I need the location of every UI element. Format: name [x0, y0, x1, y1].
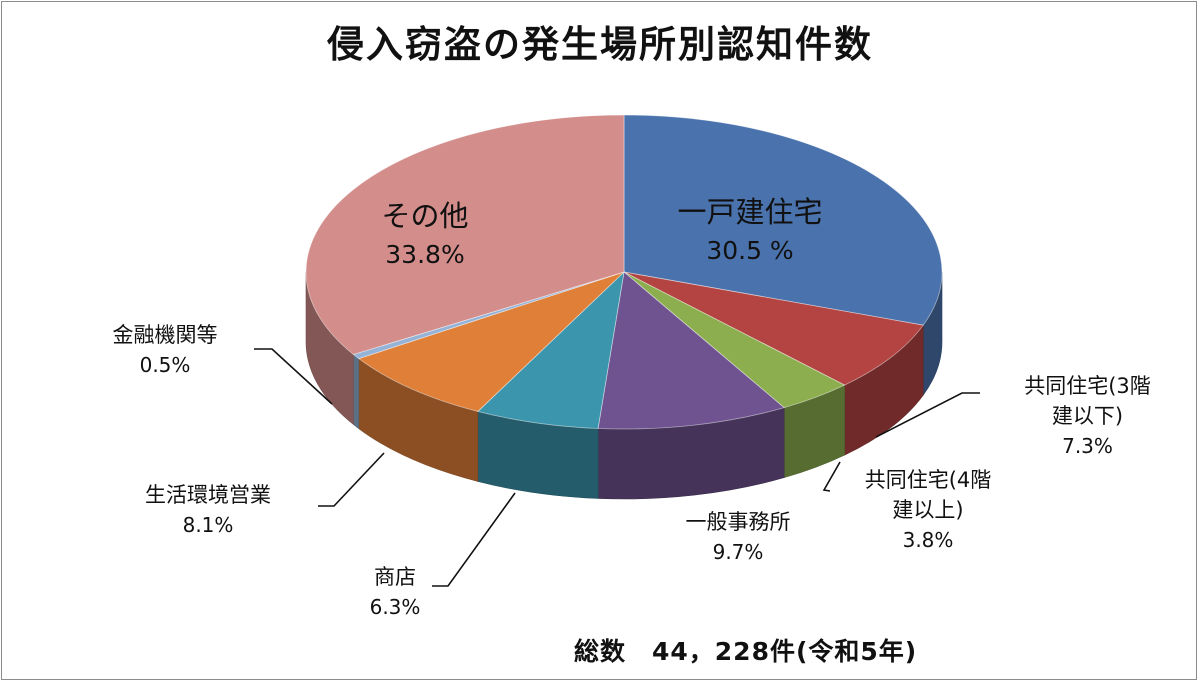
label-sonota: その他 33.8%: [350, 196, 500, 272]
label-sonota-name: その他: [381, 199, 469, 233]
label-apartment-low: 共同住宅(3階 建以下) 7.3%: [980, 372, 1195, 460]
label-detached-house-value: 30.5 %: [706, 235, 794, 265]
label-sonota-value: 33.8%: [385, 239, 465, 269]
label-office-name: 一般事務所: [685, 510, 791, 534]
label-apartment-low-line2: 建以下): [1051, 403, 1124, 428]
label-apartment-low-line1: 共同住宅(3階: [1024, 374, 1151, 398]
leader-lines: [254, 348, 980, 587]
label-shop-value: 6.3%: [369, 594, 421, 619]
label-office: 一般事務所 9.7%: [638, 508, 838, 566]
leader-financial: [254, 348, 333, 405]
label-apartment-high-line2: 建以上): [892, 497, 964, 522]
slice-4-top: [477, 270, 625, 429]
label-detached-house: 一戸建住宅 30.5 %: [640, 192, 860, 268]
leader-apartment-high: [822, 461, 841, 492]
label-financial-name: 金融機関等: [112, 323, 218, 347]
label-apartment-high: 共同住宅(4階 建以上) 3.8%: [818, 466, 1038, 554]
pie-side-walls: [305, 271, 943, 500]
slice-0-top: [623, 114, 943, 326]
label-shop-name: 商店: [374, 565, 416, 589]
slice-7-top: [305, 114, 625, 355]
label-detached-house-name: 一戸建住宅: [677, 195, 823, 229]
slice-1-top: [623, 271, 924, 386]
leader-living-business: [318, 452, 385, 507]
slice-3-top: [597, 271, 785, 430]
label-living-business-name: 生活環境営業: [145, 483, 271, 507]
label-living-business: 生活環境営業 8.1%: [108, 481, 308, 539]
slice-6-side: [353, 353, 360, 430]
label-financial-value: 0.5%: [139, 352, 191, 377]
total-count-note: 総数 44，228件(令和5年): [574, 637, 918, 666]
label-financial: 金融機関等 0.5%: [80, 321, 250, 379]
label-shop: 商店 6.3%: [340, 563, 450, 621]
label-living-business-value: 8.1%: [182, 512, 234, 537]
label-apartment-high-value: 3.8%: [902, 527, 954, 552]
chart-title: 侵入窃盗の発生場所別認知件数: [327, 23, 873, 66]
leader-shop: [432, 492, 516, 587]
label-office-value: 9.7%: [712, 539, 764, 564]
pie-top-faces: [305, 114, 943, 430]
slice-5-top: [357, 271, 625, 412]
label-apartment-low-value: 7.3%: [1062, 433, 1113, 458]
label-apartment-high-line1: 共同住宅(4階: [864, 468, 992, 492]
leader-apartment-low: [875, 392, 980, 438]
